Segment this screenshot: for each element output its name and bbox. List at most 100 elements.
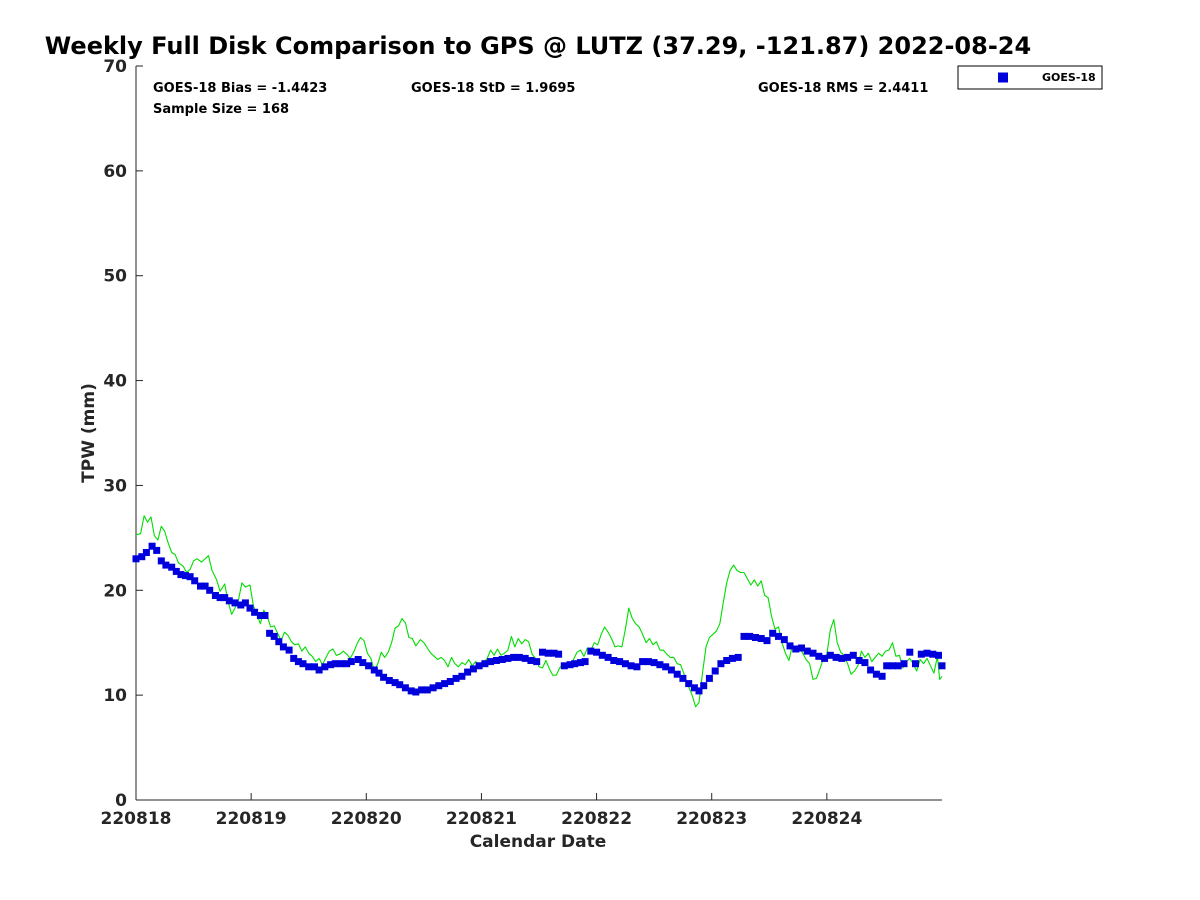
goes18-point	[867, 666, 875, 674]
x-axis-label: Calendar Date	[470, 832, 607, 852]
goes18-point	[446, 678, 454, 685]
goes18-point	[821, 654, 829, 662]
goes18-point	[201, 582, 209, 590]
goes18-point	[938, 662, 946, 670]
goes18-point	[407, 687, 415, 695]
goes18-point	[757, 635, 765, 642]
goes18-point	[673, 670, 681, 678]
goes18-point	[294, 658, 302, 666]
stat-sample-size: Sample Size = 168	[153, 102, 289, 117]
goes18-point	[492, 657, 500, 664]
goes18-point	[861, 659, 869, 667]
goes18-point	[809, 649, 817, 657]
goes18-point	[581, 658, 589, 666]
goes18-point	[162, 561, 170, 569]
goes18-point	[315, 666, 323, 674]
goes18-point	[211, 592, 219, 599]
goes18-point	[354, 656, 362, 663]
goes18-point	[429, 684, 437, 692]
y-tick-label: 10	[103, 686, 127, 706]
goes18-point	[627, 662, 635, 670]
goes18-point	[906, 648, 914, 656]
goes18-point	[331, 660, 339, 668]
goes18-point	[515, 653, 523, 661]
goes18-point	[571, 660, 579, 668]
goes18-point	[285, 646, 293, 654]
goes18-point	[142, 549, 150, 556]
goes18-point	[275, 638, 283, 646]
goes18-point	[435, 682, 443, 690]
goes18-point	[577, 659, 584, 667]
goes18-point	[172, 567, 180, 575]
goes18-point	[723, 657, 731, 664]
goes18-point	[566, 661, 574, 669]
goes18-point	[365, 662, 373, 670]
goes18-point	[441, 680, 449, 688]
goes18-point	[752, 634, 759, 641]
goes18-point	[469, 665, 477, 673]
goes18-point	[711, 667, 719, 675]
goes18-point	[935, 651, 942, 659]
goes18-point	[690, 684, 698, 692]
goes18-point	[290, 654, 298, 662]
y-tick-label: 30	[103, 476, 127, 496]
goes18-point	[221, 594, 229, 602]
goes18-point	[849, 651, 857, 659]
goes18-point	[241, 599, 249, 607]
goes18-point	[216, 594, 224, 602]
x-tick-label: 220823	[676, 809, 747, 829]
goes18-point	[815, 652, 823, 660]
goes18-point	[327, 661, 335, 669]
y-tick-label: 0	[115, 791, 127, 811]
x-tick-label: 220822	[561, 809, 632, 829]
goes18-point	[321, 663, 329, 671]
goes18-point	[521, 654, 529, 662]
goes18-point	[746, 632, 754, 640]
goes18-point	[452, 674, 460, 682]
goes18-point	[206, 586, 214, 594]
goes18-point	[153, 546, 161, 554]
goes18-point	[347, 658, 355, 666]
goes18-point	[182, 572, 189, 580]
goes18-series	[132, 542, 946, 696]
goes18-point	[533, 658, 541, 666]
goes18-point	[423, 686, 431, 694]
goes18-point	[878, 672, 886, 680]
goes18-point	[380, 673, 388, 681]
goes18-point	[186, 573, 194, 581]
x-tick-label: 220824	[791, 809, 862, 829]
goes18-point	[775, 632, 782, 640]
series-layer	[132, 515, 946, 708]
goes18-point	[740, 632, 748, 640]
goes18-point	[780, 636, 788, 644]
goes18-point	[225, 597, 233, 605]
goes18-point	[826, 651, 834, 659]
goes18-point	[385, 677, 393, 684]
goes18-point	[705, 674, 713, 682]
goes18-point	[929, 650, 937, 658]
goes18-point	[305, 663, 313, 671]
goes18-point	[510, 653, 518, 661]
goes18-point	[237, 601, 245, 609]
goes18-point	[256, 612, 264, 619]
goes18-point	[266, 629, 274, 637]
goes18-point	[598, 651, 606, 659]
goes18-point	[593, 648, 601, 656]
goes18-point	[621, 660, 629, 668]
goes18-point	[832, 653, 840, 661]
goes18-point	[894, 662, 902, 670]
goes18-point	[872, 670, 880, 678]
stat-rms: GOES-18 RMS = 2.4411	[758, 81, 928, 96]
stat-std: GOES-18 StD = 1.9695	[411, 81, 575, 96]
goes18-point	[792, 645, 800, 653]
goes18-point	[917, 650, 925, 658]
goes18-point	[889, 662, 896, 670]
goes18-point	[844, 653, 852, 661]
goes18-point	[231, 599, 239, 607]
goes18-point	[803, 647, 811, 655]
legend-box	[957, 65, 1103, 90]
gps-series-line	[135, 515, 943, 708]
y-tick-label: 20	[103, 581, 127, 601]
goes18-point	[487, 658, 495, 666]
goes18-point	[311, 663, 318, 671]
